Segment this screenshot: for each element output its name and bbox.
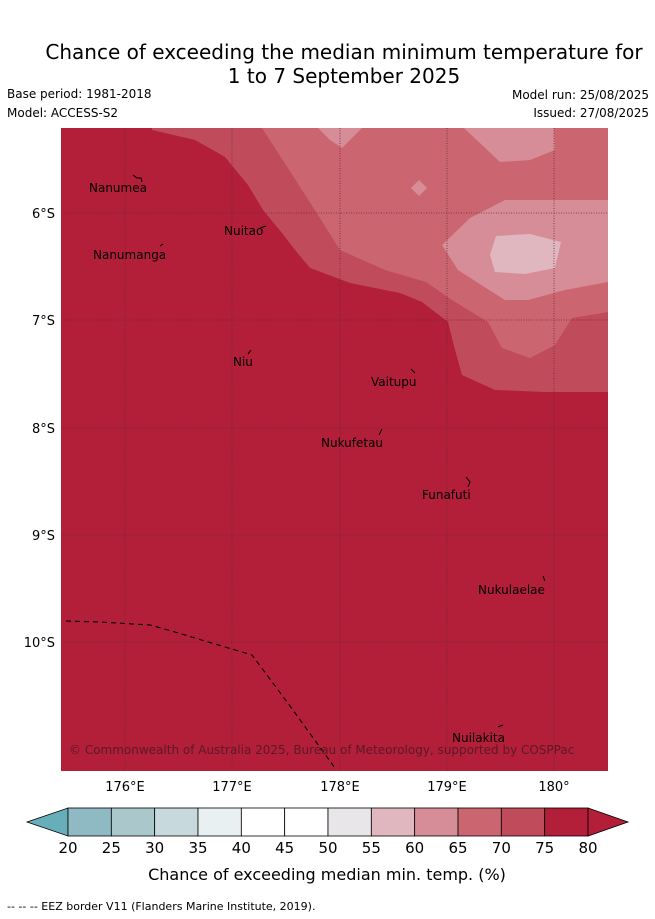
colorbar-tick-label: 75 — [535, 839, 554, 857]
longitude-labels: 176°E 177°E 178°E 179°E 180° — [105, 780, 569, 795]
colorbar-cell — [197, 807, 242, 837]
lat-label-6: 6°S — [32, 207, 55, 222]
island-shape-nukulaelae — [542, 575, 546, 582]
base-period: Base period: 1981-2018 — [7, 87, 152, 101]
lat-label-9: 9°S — [32, 529, 55, 544]
map-title: Chance of exceeding the median minimum t… — [0, 40, 655, 88]
eez-legend: -- -- -- EEZ border V11 (Flanders Marine… — [7, 900, 316, 913]
colorbar-cell — [284, 807, 329, 837]
island-shape-nukufetau — [378, 428, 383, 436]
title-line-1: Chance of exceeding the median minimum t… — [45, 40, 643, 64]
island-label-nukufetau: Nukufetau — [321, 436, 383, 450]
colorbar-cell — [544, 807, 589, 837]
island-shape-vaitupu — [410, 368, 416, 374]
colorbar-tick-label: 30 — [145, 839, 164, 857]
lat-label-7: 7°S — [32, 314, 55, 329]
eez-border — [65, 620, 336, 769]
issued-date: Issued: 27/08/2025 — [533, 106, 649, 120]
island-label-niu: Niu — [233, 355, 253, 369]
colorbar-cell — [414, 807, 459, 837]
colorbar-cell — [327, 807, 372, 837]
island-outlines — [132, 174, 546, 728]
island-label-nuilakita: Nuilakita — [452, 731, 505, 745]
colorbar-tick-label: 60 — [405, 839, 424, 857]
colorbar-tick-label: 65 — [448, 839, 467, 857]
colorbar-arrow-low — [25, 807, 69, 837]
colorbar-label: Chance of exceeding median min. temp. (%… — [148, 865, 506, 884]
lat-label-10: 10°S — [24, 636, 55, 651]
island-shape-nanumanga — [159, 243, 164, 247]
colorbar-tick-label: 50 — [318, 839, 337, 857]
lon-label-179: 179°E — [427, 780, 467, 795]
lon-label-177: 177°E — [212, 780, 252, 795]
colorbar-tick-label: 35 — [188, 839, 207, 857]
colorbar-tick-label: 25 — [102, 839, 121, 857]
island-label-nukulaelae: Nukulaelae — [478, 583, 545, 597]
contour-65-northeast — [464, 128, 555, 162]
colorbar-cell — [500, 807, 546, 837]
model-run: Model run: 25/08/2025 — [511, 88, 649, 102]
contour-65-spot — [411, 180, 427, 196]
lon-label-178: 178°E — [320, 780, 360, 795]
colorbar-tick-label: 55 — [362, 839, 381, 857]
colorbar-cell — [154, 807, 199, 837]
colorbar-cell — [110, 807, 156, 837]
island-label-nuitao: Nuitao — [224, 224, 263, 238]
island-label-nanumea: Nanumea — [89, 181, 147, 195]
colorbar-tick-label: 40 — [232, 839, 251, 857]
island-shape-niu — [247, 349, 252, 355]
title-line-2: 1 to 7 September 2025 — [227, 64, 461, 88]
colorbar-tick-label: 45 — [275, 839, 294, 857]
island-shape-nuitao — [259, 225, 267, 229]
lon-label-176: 176°E — [105, 780, 145, 795]
island-labels: Nanumea Nuitao Nanumanga Niu Vaitupu Nuk… — [89, 181, 545, 745]
colorbar-tick-label: 70 — [492, 839, 511, 857]
probability-contours — [152, 128, 608, 392]
island-label-nanumanga: Nanumanga — [93, 248, 166, 262]
colorbar: 20 25 30 35 40 45 50 55 60 65 70 75 80 Chance of exc… — [25, 807, 630, 884]
colorbar-cell — [67, 807, 112, 837]
latitude-labels: 6°S 7°S 8°S 9°S 10°S — [24, 207, 55, 651]
island-shape-nanumea — [132, 174, 143, 183]
colorbar-cell — [457, 807, 502, 837]
island-label-funafuti: Funafuti — [422, 488, 471, 502]
colorbar-tick-label: 20 — [58, 839, 77, 857]
lat-label-8: 8°S — [32, 422, 55, 437]
lon-label-180: 180° — [538, 780, 569, 795]
model-name: Model: ACCESS-S2 — [7, 106, 119, 120]
colorbar-tick-label: 80 — [578, 839, 597, 857]
colorbar-cell — [240, 807, 286, 837]
contour-60 — [490, 234, 561, 274]
island-shape-nuilakita — [497, 724, 504, 728]
graticule — [61, 128, 608, 771]
colorbar-cell — [370, 807, 416, 837]
island-shape-funafuti — [465, 476, 471, 488]
copyright-text: © Commonwealth of Australia 2025, Bureau… — [69, 743, 574, 757]
colorbar-arrow-high — [587, 807, 630, 837]
contour-70 — [262, 128, 608, 358]
island-label-vaitupu: Vaitupu — [371, 375, 417, 389]
